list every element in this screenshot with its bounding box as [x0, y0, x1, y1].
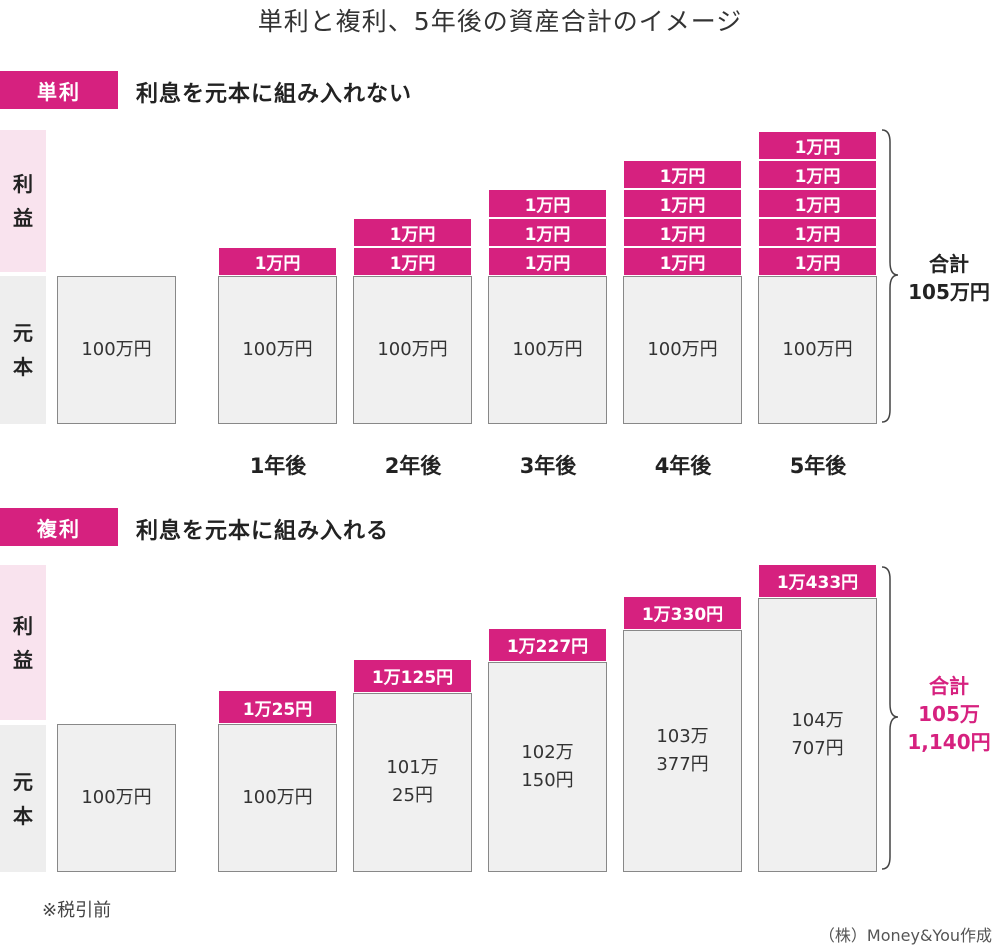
principal-bar: 102万 150円: [488, 661, 607, 872]
principal-bar: 101万 25円: [353, 692, 472, 872]
interest-block: 1万433円: [758, 563, 877, 598]
interest-block: 1万227円: [488, 627, 607, 662]
principal-bar: 100万円: [218, 276, 337, 424]
simple-interest-subtitle: 利息を元本に組み入れない: [136, 82, 413, 107]
interest-block: 1万円: [758, 160, 877, 189]
principal-value-line: 101万: [386, 757, 439, 779]
year-label: 2年後: [384, 454, 442, 478]
compound-interest-label-char-1: 利: [13, 613, 33, 638]
compound-interest-row-label: 利 益: [0, 565, 46, 720]
principal-bar: 100万円: [488, 276, 607, 424]
principal-bar: 100万円: [57, 276, 176, 424]
year-label: 5年後: [789, 454, 847, 478]
interest-block: 1万円: [218, 247, 337, 276]
interest-block: 1万125円: [353, 658, 472, 693]
compound-interest-label-char-2: 益: [13, 647, 33, 672]
interest-block: 1万円: [623, 189, 742, 218]
credit-text: （株）Money&You作成: [818, 926, 992, 945]
interest-block: 1万円: [758, 131, 877, 160]
principal-label-char-2: 本: [13, 355, 33, 379]
compound-principal-label-char-2: 本: [13, 803, 33, 828]
principal-value-line: 707円: [791, 737, 844, 759]
simple-total-label: 合計: [929, 252, 969, 276]
compound-total: 合計 105万 1,140円: [898, 672, 1000, 756]
principal-value-line: 103万: [656, 725, 709, 747]
interest-block: 1万25円: [218, 690, 337, 724]
principal-value-line: 104万: [791, 709, 844, 731]
compound-principal-row-label: 元 本: [0, 725, 46, 872]
page-title: 単利と複利、5年後の資産合計のイメージ: [257, 7, 743, 36]
principal-label-char-1: 元: [13, 321, 33, 345]
principal-bar: 100万円: [218, 724, 337, 872]
interest-block: 1万円: [488, 218, 607, 247]
principal-bar: 103万 377円: [623, 629, 742, 872]
simple-total-value: 105万円: [908, 280, 990, 304]
compound-interest-subtitle: 利息を元本に組み入れる: [136, 519, 390, 544]
principal-value-line: 150円: [521, 769, 574, 791]
principal-row-label: 元 本: [0, 276, 46, 424]
principal-bar: 100万円: [57, 724, 176, 872]
principal-bar: 100万円: [758, 276, 877, 424]
principal-value-line: 100万円: [81, 787, 152, 808]
principal-value-line: 25円: [392, 785, 433, 807]
interest-block: 1万円: [353, 218, 472, 247]
interest-block: 1万円: [623, 247, 742, 276]
principal-bar: 100万円: [353, 276, 472, 424]
principal-value-line: 377円: [656, 753, 709, 775]
interest-block: 1万円: [488, 189, 607, 218]
compound-total-brace: [881, 566, 899, 870]
compound-total-value-yen: 1,140円: [907, 730, 991, 754]
compound-principal-label-char-1: 元: [13, 769, 33, 794]
interest-block: 1万円: [758, 247, 877, 276]
interest-label-char-1: 利: [13, 172, 33, 196]
interest-block: 1万円: [623, 160, 742, 189]
tax-note: ※税引前: [42, 900, 112, 921]
compound-total-value-man: 105万: [918, 702, 980, 726]
interest-block: 1万330円: [623, 595, 742, 630]
simple-total-brace: [881, 129, 899, 423]
interest-block: 1万円: [758, 218, 877, 247]
interest-block: 1万円: [623, 218, 742, 247]
interest-block: 1万円: [488, 247, 607, 276]
interest-label-char-2: 益: [13, 206, 33, 230]
interest-block: 1万円: [353, 247, 472, 276]
simple-total: 合計 105万円: [898, 250, 1000, 306]
interest-row-label: 利 益: [0, 130, 46, 272]
compound-total-label: 合計: [929, 674, 969, 698]
year-label: 4年後: [654, 454, 712, 478]
principal-bar: 104万 707円: [758, 597, 877, 872]
principal-value-line: 102万: [521, 741, 574, 763]
simple-interest-tag: 単利: [0, 71, 118, 109]
interest-block: 1万円: [758, 189, 877, 218]
principal-value-line: 100万円: [242, 787, 313, 808]
principal-bar: 100万円: [623, 276, 742, 424]
year-label: 3年後: [519, 454, 577, 478]
year-label: 1年後: [249, 454, 307, 478]
compound-interest-tag: 複利: [0, 508, 118, 546]
